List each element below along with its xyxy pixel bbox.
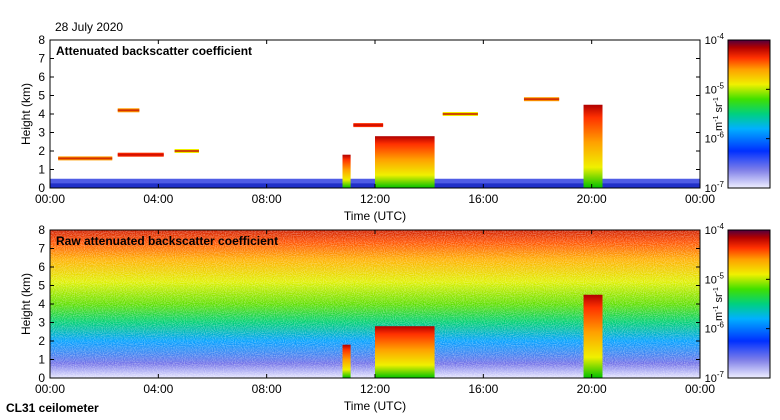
colorbar-label: m-1 sr-1 xyxy=(713,97,725,131)
x-tick-label: 16:00 xyxy=(468,382,498,396)
y-tick-label: 7 xyxy=(38,52,45,66)
x-tick-label: 04:00 xyxy=(143,382,173,396)
colorbar-tick-label: 10-5 xyxy=(705,81,725,96)
y-tick-label: 3 xyxy=(38,316,45,330)
convective-column xyxy=(583,294,603,378)
colorbar-label-unit: m xyxy=(713,312,725,321)
x-tick-label: 12:00 xyxy=(360,382,390,396)
x-tick-label: 00:00 xyxy=(35,192,65,206)
convective-column xyxy=(375,326,435,378)
cloud-layer-core xyxy=(174,150,199,152)
y-tick-label: 0 xyxy=(38,181,45,195)
y-tick-label: 6 xyxy=(38,70,45,84)
y-tick-label: 3 xyxy=(38,126,45,140)
x-tick-label: 00:00 xyxy=(685,192,715,206)
colorbar-tick-label: 10-5 xyxy=(705,271,725,286)
colorbar-tick-exp: -6 xyxy=(717,321,725,330)
y-tick-label: 2 xyxy=(38,334,45,348)
cloud-layer-core xyxy=(442,113,478,115)
cloud-layer-core xyxy=(58,157,113,160)
colorbar xyxy=(727,39,771,189)
y-tick-label: 5 xyxy=(38,89,45,103)
colorbar-tick-label: 10-7 xyxy=(705,180,725,195)
y-tick-label: 4 xyxy=(38,297,45,311)
colorbar-tick-exp: -7 xyxy=(717,370,725,379)
y-tick-label: 6 xyxy=(38,260,45,274)
convective-column xyxy=(342,154,351,188)
x-tick-label: 16:00 xyxy=(468,192,498,206)
colorbar-label-exp2: -1 xyxy=(713,287,720,293)
y-axis-label: Height (km) xyxy=(19,83,33,145)
colorbar-label-tail: sr xyxy=(713,103,725,116)
cloud-layer-core xyxy=(117,153,164,156)
cloud-layer-core xyxy=(353,124,384,127)
colorbar-tick-exp: -5 xyxy=(717,271,725,280)
y-tick-label: 4 xyxy=(38,107,45,121)
colorbar-tick-exp: -4 xyxy=(717,32,725,41)
colorbar-tick-label: 10-6 xyxy=(705,321,725,336)
colorbar-label-exp: -1 xyxy=(713,305,720,311)
x-tick-label: 20:00 xyxy=(577,192,607,206)
x-tick-label: 00:00 xyxy=(35,382,65,396)
x-tick-label: 00:00 xyxy=(685,382,715,396)
colorbar-label-tail: sr xyxy=(713,293,725,306)
y-tick-label: 0 xyxy=(38,371,45,385)
y-tick-label: 1 xyxy=(38,163,45,177)
x-axis-label: Time (UTC) xyxy=(344,399,406,413)
colorbar-tick-label: 10-6 xyxy=(705,131,725,146)
panel-title: Raw attenuated backscatter coefficient xyxy=(56,234,278,248)
colorbar-tick-exp: -7 xyxy=(717,180,725,189)
date-label: 28 July 2020 xyxy=(55,20,124,34)
colorbar-tick-exp: -4 xyxy=(717,222,725,231)
x-tick-label: 12:00 xyxy=(360,192,390,206)
x-axis-label: Time (UTC) xyxy=(344,209,406,223)
y-axis-label: Height (km) xyxy=(19,273,33,335)
cloud-layer-core xyxy=(117,109,140,112)
colorbar-tick-label: 10-4 xyxy=(705,222,725,237)
colorbar-tick-label: 10-7 xyxy=(705,370,725,385)
panel-1: Attenuated backscatter coefficient 0 1 2 3 4 5… xyxy=(19,32,771,223)
y-tick-label: 5 xyxy=(38,279,45,293)
x-tick-label: 08:00 xyxy=(252,382,282,396)
panel-2: Raw attenuated backscatter coefficient 0 1… xyxy=(19,222,771,413)
colorbar-tick-exp: -6 xyxy=(717,131,725,140)
colorbar-tick-label: 10-4 xyxy=(705,32,725,47)
colorbar-label: m-1 sr-1 xyxy=(713,287,725,321)
convective-column xyxy=(375,136,435,188)
panel-title: Attenuated backscatter coefficient xyxy=(56,44,252,58)
y-tick-label: 2 xyxy=(38,144,45,158)
x-tick-label: 04:00 xyxy=(143,192,173,206)
y-tick-label: 7 xyxy=(38,242,45,256)
y-tick-label: 8 xyxy=(38,223,45,237)
y-tick-label: 8 xyxy=(38,33,45,47)
colorbar-label-exp: -1 xyxy=(713,115,720,121)
colorbar xyxy=(727,229,771,379)
x-tick-label: 08:00 xyxy=(252,192,282,206)
instrument-label: CL31 ceilometer xyxy=(6,401,99,415)
colorbar-label-exp2: -1 xyxy=(713,97,720,103)
colorbar-tick-exp: -5 xyxy=(717,81,725,90)
x-tick-label: 20:00 xyxy=(577,382,607,396)
cloud-layer-core xyxy=(523,98,560,101)
colorbar-label-unit: m xyxy=(713,122,725,131)
y-tick-label: 1 xyxy=(38,353,45,367)
convective-column xyxy=(342,344,351,378)
convective-column xyxy=(583,104,603,188)
